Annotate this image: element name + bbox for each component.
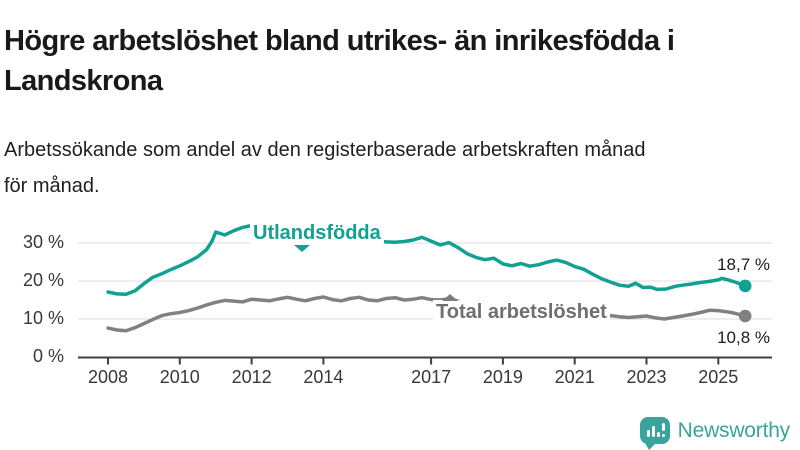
x-axis-label: 2025 [698,367,739,387]
series-label-utlandsfodda: Utlandsfödda [250,221,384,245]
y-axis-label: 20 % [22,270,64,290]
newsworthy-logo-text: Newsworthy [677,418,791,442]
x-axis-label: 2008 [87,367,129,387]
caret-down-icon [294,245,310,252]
y-axis-label: 10 % [22,308,64,328]
x-axis-label: 2010 [159,367,200,387]
series-line-utlandsfodda [106,223,747,297]
newsworthy-bar-chart-bubble-icon [639,417,670,450]
logo-bar-icon [656,432,660,437]
logo-exclamation-icon [661,423,665,431]
x-axis-label: 2023 [626,367,667,387]
newsworthy-logo: Newsworthy [639,417,791,450]
logo-exclamation-dot-icon [661,434,665,437]
y-axis-label: 30 % [22,232,64,252]
page-title: Högre arbetslöshet bland utrikes- än inr… [4,21,675,101]
page-title-line1: Högre arbetslöshet bland utrikes- än inr… [4,25,675,58]
chart-subtitle-line2: för månad. [4,175,100,197]
x-axis-label: 2017 [411,367,452,387]
end-dot-utlandsfodda [738,279,752,293]
x-axis-label: 2019 [482,367,523,387]
x-axis-label: 2014 [303,367,344,387]
series-label-total-arbetsloshet: Total arbetslöshet [433,300,610,324]
page-title-line2: Landskrona [4,65,163,98]
chart-subtitle: Arbetssökande som andel av den registerb… [4,132,646,204]
logo-bar-icon [646,430,650,437]
logo-bar-icon [651,426,655,437]
end-dot-total [738,309,752,323]
x-axis-label: 2012 [231,367,272,387]
end-value-utlandsfodda: 18,7 % [717,255,770,274]
series-line-total [106,295,747,333]
end-value-total-arbetsloshet: 10,8 % [717,328,770,347]
x-axis-label: 2021 [554,367,595,387]
chart-subtitle-line1: Arbetssökande som andel av den registerb… [4,139,646,161]
y-axis-label: 0 % [32,346,64,366]
caret-up-icon [442,294,458,301]
